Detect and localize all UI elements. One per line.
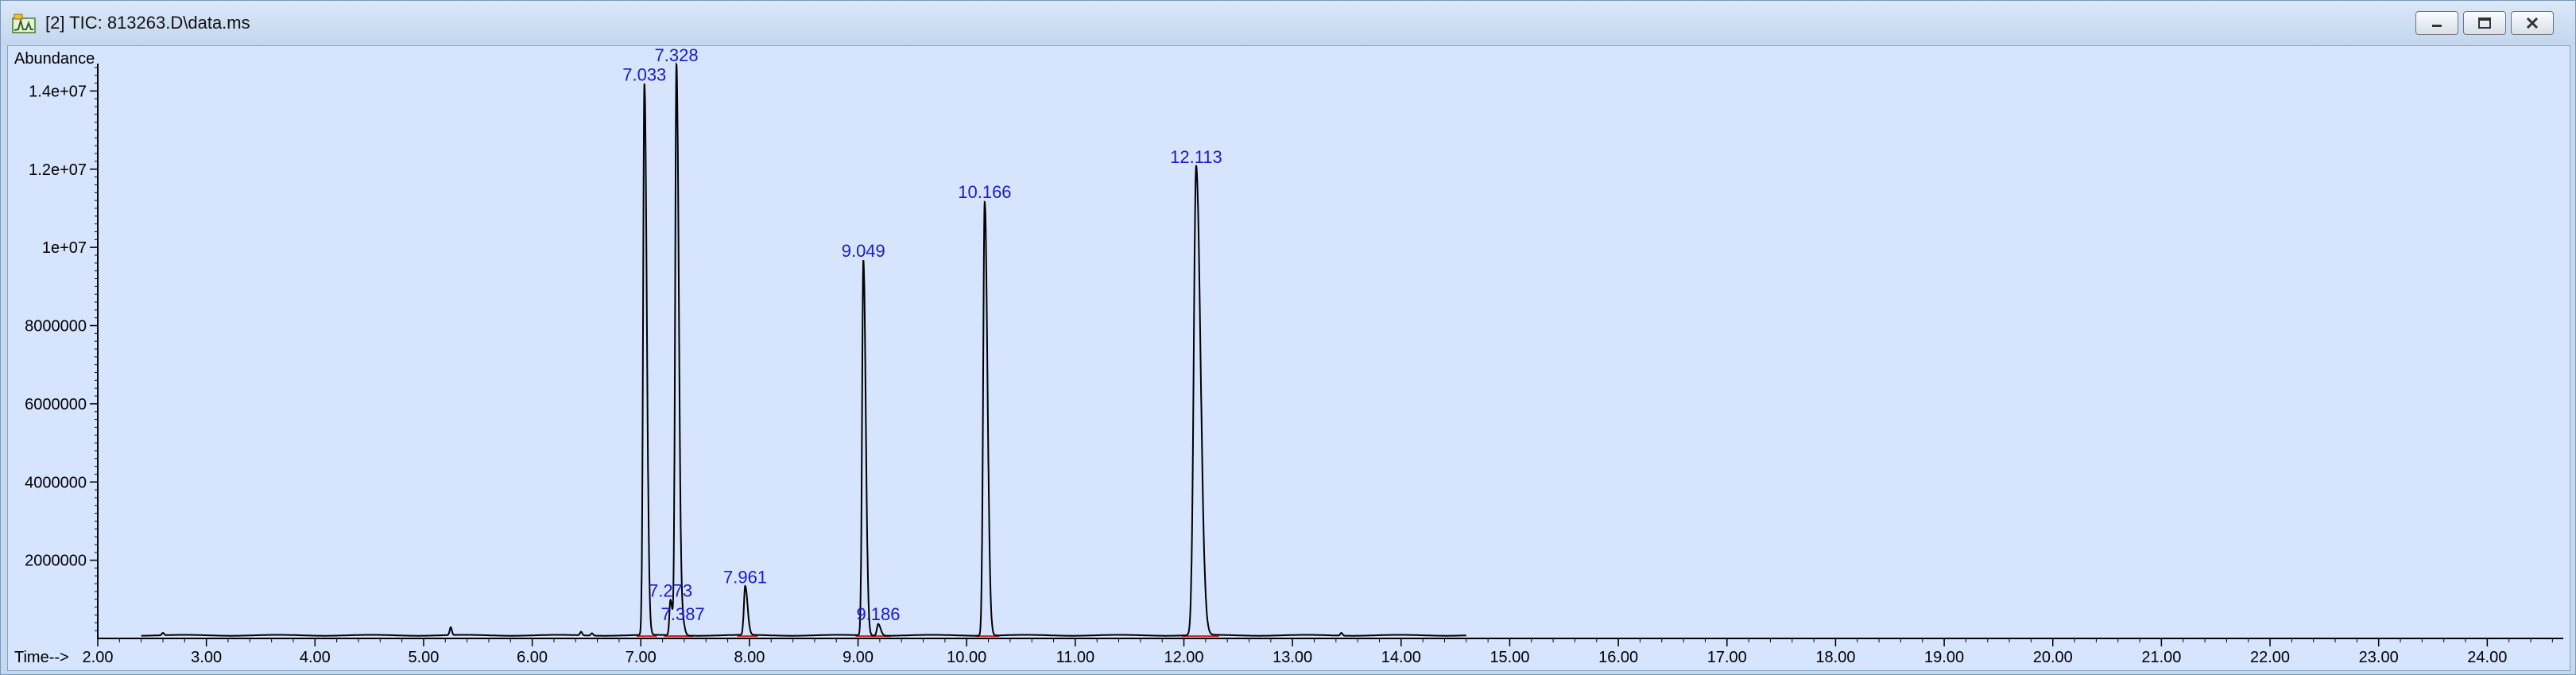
peak-label[interactable]: 7.328 xyxy=(655,45,699,65)
y-axis-label: Abundance xyxy=(14,50,95,68)
y-tick-label: 1e+07 xyxy=(42,239,87,257)
y-tick-label: 4000000 xyxy=(25,474,87,491)
x-tick-label: 18.00 xyxy=(1815,649,1855,666)
peak-label[interactable]: 10.166 xyxy=(958,182,1011,202)
window-title: [2] TIC: 813263.D\data.ms xyxy=(45,13,250,33)
x-tick-label: 2.00 xyxy=(83,649,114,666)
peak-label[interactable]: 7.961 xyxy=(723,568,767,588)
maximize-icon xyxy=(2478,17,2491,29)
maximize-button[interactable] xyxy=(2463,11,2506,35)
x-tick-label: 7.00 xyxy=(626,649,657,666)
y-tick-label: 1.4e+07 xyxy=(29,83,87,100)
tic-chart[interactable]: Abundance Time--> 2.00 3.00 4.00 5.00 6.00 7.… xyxy=(8,45,2570,670)
close-button[interactable] xyxy=(2511,11,2554,35)
axes: 2.00 3.00 4.00 5.00 6.00 7.00 8.00 9.00 10.00 11.… xyxy=(25,64,2563,666)
peak-labels: 7.033 7.273 7.328 7.387 7.961 9.049 9.186 10.16… xyxy=(622,45,1222,624)
x-tick-label: 20.00 xyxy=(2033,649,2073,666)
x-tick-label: 8.00 xyxy=(734,649,765,666)
x-tick-label: 15.00 xyxy=(1489,649,1529,666)
minimize-icon xyxy=(2432,25,2442,27)
x-tick-label: 16.00 xyxy=(1598,649,1638,666)
x-tick-label: 5.00 xyxy=(408,649,439,666)
x-tick-label: 13.00 xyxy=(1273,649,1312,666)
peak-label[interactable]: 7.033 xyxy=(622,65,666,85)
x-tick-label: 6.00 xyxy=(517,649,548,666)
peak-label[interactable]: 12.113 xyxy=(1170,147,1222,167)
x-tick-label: 12.00 xyxy=(1164,649,1203,666)
x-tick-label: 3.00 xyxy=(191,649,222,666)
x-tick-label: 4.00 xyxy=(300,649,331,666)
title-bar[interactable]: [2] TIC: 813263.D\data.ms xyxy=(1,1,2575,45)
x-tick-label: 10.00 xyxy=(947,649,986,666)
x-tick-label: 24.00 xyxy=(2467,649,2507,666)
y-tick-label: 1.2e+07 xyxy=(29,161,87,179)
x-tick-label: 22.00 xyxy=(2250,649,2290,666)
peak-label[interactable]: 7.387 xyxy=(661,604,705,624)
x-tick-label: 23.00 xyxy=(2359,649,2399,666)
minimize-button[interactable] xyxy=(2415,11,2458,35)
chromatogram-app-icon xyxy=(12,14,36,33)
x-axis-label: Time--> xyxy=(14,649,69,666)
peak-label[interactable]: 9.049 xyxy=(842,241,885,261)
peak-label[interactable]: 7.273 xyxy=(649,581,692,601)
tic-trace xyxy=(141,62,1466,637)
x-tick-label: 19.00 xyxy=(1924,649,1964,666)
x-tick-label: 14.00 xyxy=(1381,649,1421,666)
peak-label[interactable]: 9.186 xyxy=(856,604,900,624)
x-tick-label: 11.00 xyxy=(1056,649,1095,666)
close-icon xyxy=(2526,17,2539,29)
x-tick-label: 21.00 xyxy=(2141,649,2181,666)
y-tick-label: 6000000 xyxy=(25,396,87,413)
x-tick-label: 9.00 xyxy=(843,649,874,666)
y-tick-label: 2000000 xyxy=(25,553,87,570)
plot-panel[interactable]: Abundance Time--> 2.00 3.00 4.00 5.00 6.00 7.… xyxy=(7,45,2570,671)
y-tick-label: 8000000 xyxy=(25,318,87,336)
x-tick-label: 17.00 xyxy=(1707,649,1747,666)
